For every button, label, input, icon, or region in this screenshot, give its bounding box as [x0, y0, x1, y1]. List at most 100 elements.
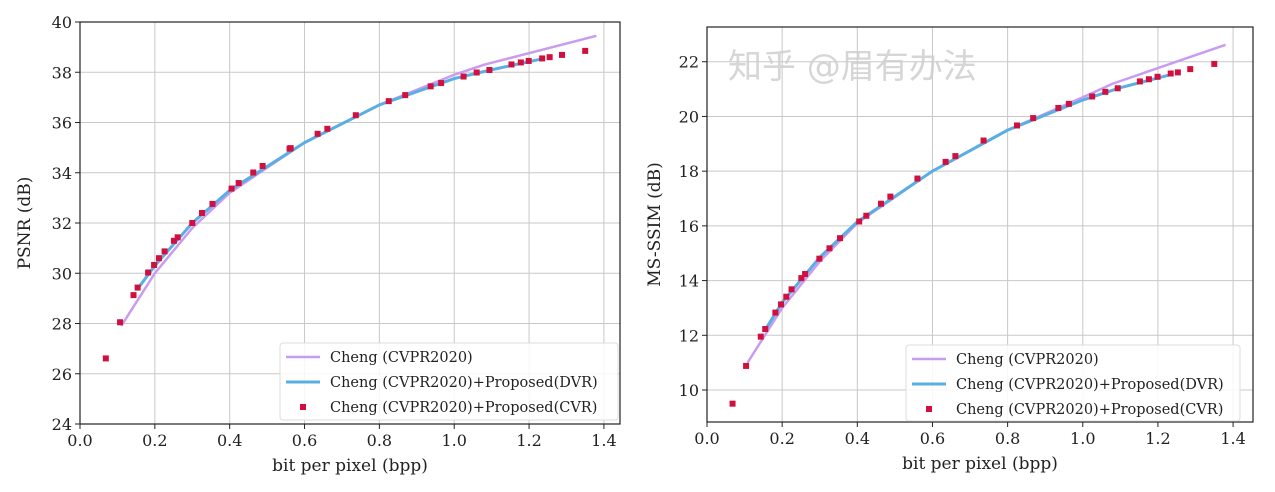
legend-marker-swatch [926, 406, 932, 412]
cvr-data-point [427, 83, 434, 90]
cvr-data-point [816, 255, 823, 262]
cvr-data-point [130, 292, 137, 299]
cvr-data-point [762, 325, 769, 332]
legend: Cheng (CVPR2020) Cheng (CVPR2020)+Propose… [905, 344, 1241, 422]
cvr-data-point [887, 193, 894, 200]
cvr-data-point [174, 234, 181, 241]
cvr-data-point [161, 248, 168, 255]
cvr-data-point [863, 212, 870, 219]
x-tick-label: 1.4 [1220, 429, 1245, 448]
cvr-data-point [134, 284, 141, 291]
cvr-data-point [802, 271, 809, 278]
y-tick-label: 14 [679, 272, 699, 291]
cvr-data-point [558, 51, 565, 58]
y-tick-label: 32 [52, 214, 72, 233]
x-tick-label: 1.2 [516, 431, 541, 450]
cvr-data-point [783, 293, 790, 300]
legend-label: Cheng (CVPR2020)+Proposed(CVR) [956, 402, 1223, 418]
cvr-data-point [743, 362, 750, 369]
legend-label: Cheng (CVPR2020)+Proposed(DVR) [330, 375, 598, 391]
cvr-data-point [117, 319, 124, 326]
y-tick-label: 20 [679, 107, 699, 126]
cvr-data-point [856, 218, 863, 225]
cvr-data-point [729, 400, 736, 407]
cvr-data-point [287, 145, 294, 152]
cvr-data-point [145, 269, 152, 276]
cvr-data-point [189, 220, 196, 226]
axes-frame [79, 21, 621, 425]
cvr-data-point [517, 59, 524, 66]
cvr-data-point [486, 66, 493, 73]
cvr-data-point [539, 55, 546, 62]
y-tick-label: 18 [679, 162, 699, 181]
x-tick-label: 1.0 [1070, 429, 1095, 448]
series-line-cheng [120, 34, 597, 327]
cvr-data-point [952, 153, 959, 160]
y-tick-label: 28 [52, 315, 72, 334]
x-tick-label: 1.4 [591, 431, 616, 450]
cvr-data-point [324, 125, 331, 132]
cvr-data-point [508, 61, 515, 68]
cvr-data-point [837, 235, 844, 242]
series-line-cheng [746, 43, 1226, 364]
cvr-data-point [1114, 85, 1121, 92]
cvr-data-point [1136, 78, 1143, 85]
cvr-data-point [525, 57, 532, 64]
cvr-data-point [826, 245, 833, 252]
x-tick-label: 0.2 [142, 431, 167, 450]
legend-label: Cheng (CVPR2020) [330, 350, 473, 366]
cvr-data-point [798, 275, 805, 282]
y-tick-label: 34 [52, 164, 72, 183]
cvr-data-point [757, 333, 764, 340]
cvr-data-point [1089, 93, 1096, 100]
cvr-data-point [1167, 70, 1174, 77]
x-tick-label: 0.8 [995, 429, 1020, 448]
cvr-data-point [778, 301, 785, 308]
cvr-data-point [155, 255, 162, 262]
y-tick-label: 16 [679, 217, 699, 236]
cvr-data-point [1187, 66, 1194, 73]
y-tick-label: 10 [679, 381, 699, 400]
x-tick-label: 1.0 [441, 431, 466, 450]
series-line-dvr [763, 72, 1174, 331]
x-tick-label: 0.6 [292, 431, 317, 450]
cvr-data-point [546, 54, 553, 61]
cvr-data-point [385, 98, 392, 105]
cvr-data-point [914, 175, 921, 182]
cvr-data-point [582, 47, 589, 54]
x-tick-label: 0.0 [67, 431, 92, 450]
cvr-data-point [170, 237, 177, 244]
cvr-data-point [980, 137, 987, 144]
legend-box [905, 344, 1241, 422]
cvr-data-point [1055, 104, 1062, 111]
legend-marker-swatch [300, 404, 306, 410]
cvr-data-point [438, 80, 445, 87]
x-tick-label: 0.4 [217, 431, 242, 450]
cvr-data-point [788, 286, 795, 293]
cvr-data-point [102, 355, 109, 362]
x-tick-label: 0.0 [694, 429, 719, 448]
cvr-data-point [235, 180, 242, 187]
y-axis-label: PSNR (dB) [15, 177, 35, 270]
cvr-data-point [1030, 115, 1037, 122]
cvr-data-point [1065, 100, 1072, 107]
cvr-data-point [209, 200, 216, 207]
legend-label: Cheng (CVPR2020)+Proposed(CVR) [330, 400, 597, 416]
cvr-data-point [1211, 60, 1218, 67]
cvr-data-point [1145, 76, 1152, 83]
cvr-data-point [772, 309, 779, 316]
legend-box [279, 342, 619, 421]
series-line-dvr [136, 56, 545, 290]
x-tick-label: 0.4 [845, 429, 870, 448]
x-tick-label: 0.8 [367, 431, 392, 450]
y-tick-label: 38 [52, 63, 72, 82]
cvr-data-point [1154, 73, 1161, 80]
x-tick-label: 1.2 [1145, 429, 1170, 448]
cvr-data-point [460, 73, 467, 80]
x-axis-label: bit per pixel (bpp) [902, 454, 1058, 474]
x-tick-label: 0.2 [769, 429, 794, 448]
cvr-data-point [1102, 88, 1109, 95]
legend-label: Cheng (CVPR2020) [956, 352, 1099, 368]
y-tick-label: 24 [52, 415, 72, 434]
